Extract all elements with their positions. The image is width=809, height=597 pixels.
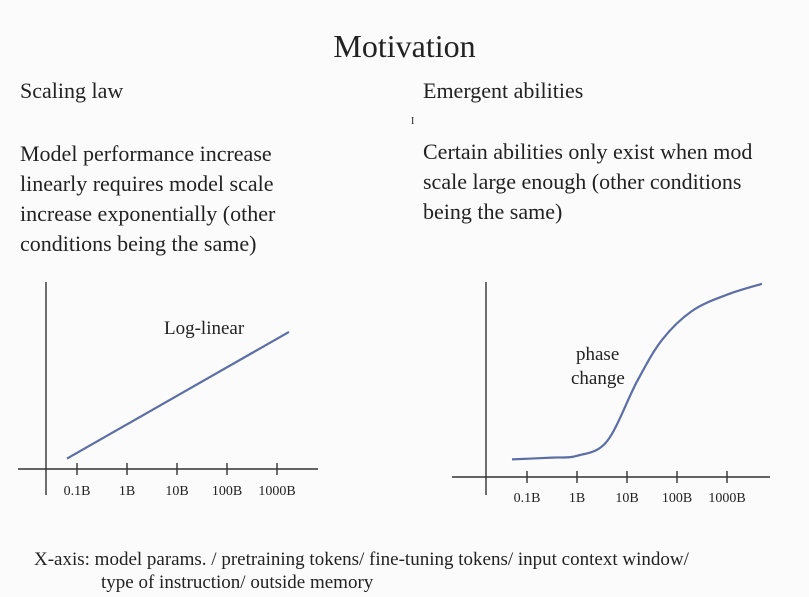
- x-tick-label: 1000B: [708, 491, 745, 506]
- scaling-law-text-line-1: Model performance increase: [20, 141, 272, 166]
- emergent-text-line-1: Certain abilities only exist when mod: [423, 139, 753, 164]
- x-tick-label: 1000B: [258, 484, 295, 499]
- x-tick-label: 10B: [615, 491, 638, 506]
- emergent-abilities-heading: Emergent abilities: [423, 78, 584, 103]
- phase-change-series-curve: [511, 282, 763, 461]
- scaling-law-text-line-2: linearly requires model scale: [20, 171, 274, 196]
- phase-change-chart: 0.1B 1B 10B 100B 1000B phase change: [452, 282, 770, 506]
- log-linear-chart: 0.1B 1B 10B 100B 1000B Log-linear: [18, 282, 318, 499]
- scaling-law-text-line-3: increase exponentially (other: [20, 201, 276, 226]
- x-tick-label: 10B: [165, 484, 188, 499]
- phase-change-annotation-line-2: change: [571, 368, 625, 389]
- x-tick-label: 100B: [662, 491, 692, 506]
- phase-change-annotation-line-1: phase: [576, 344, 619, 365]
- emergent-text-line-3: being the same): [423, 199, 563, 224]
- x-tick-label: 100B: [212, 484, 242, 499]
- x-tick-label: 1B: [569, 491, 585, 506]
- log-linear-annotation: Log-linear: [164, 318, 245, 339]
- stray-cursor-mark: I: [411, 116, 415, 127]
- scaling-law-text-line-4: conditions being the same): [20, 231, 257, 256]
- x-axis-caption-line-2: type of instruction/ outside memory: [101, 572, 374, 593]
- x-tick-label: 1B: [119, 484, 135, 499]
- emergent-text-line-2: scale large enough (other conditions: [423, 169, 742, 194]
- x-tick-label: 0.1B: [514, 491, 541, 506]
- x-axis-caption-line-1: X-axis: model params. / pretraining toke…: [34, 549, 689, 570]
- scaling-law-heading: Scaling law: [20, 78, 124, 103]
- slide-title: Motivation: [333, 28, 476, 64]
- x-tick-label: 0.1B: [64, 484, 91, 499]
- log-linear-series-line: [66, 330, 290, 460]
